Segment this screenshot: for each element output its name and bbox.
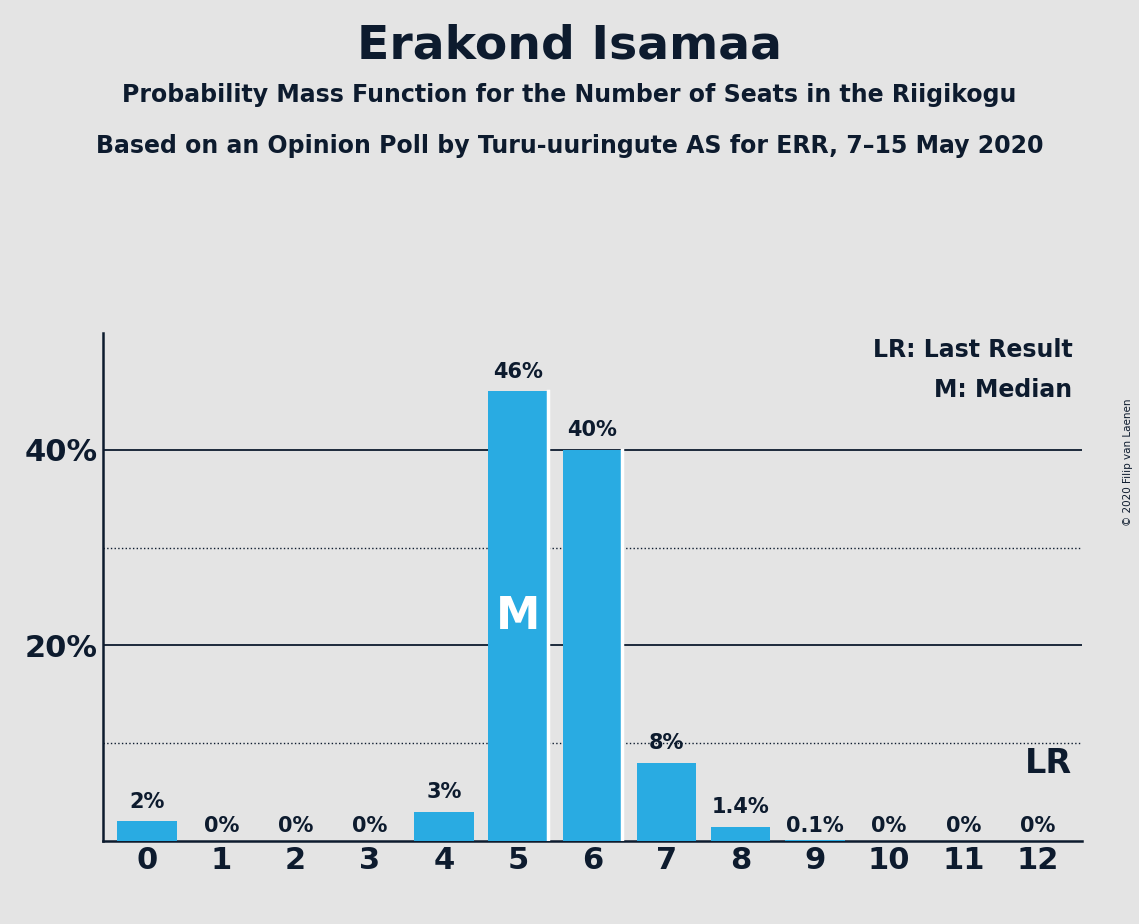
Bar bbox=[637, 762, 696, 841]
Text: 0.1%: 0.1% bbox=[786, 816, 844, 836]
Text: Probability Mass Function for the Number of Seats in the Riigikogu: Probability Mass Function for the Number… bbox=[122, 83, 1017, 107]
Text: LR: LR bbox=[1025, 747, 1072, 780]
Text: 2%: 2% bbox=[130, 792, 165, 811]
Bar bbox=[415, 811, 474, 841]
Text: M: M bbox=[495, 594, 540, 638]
Text: 0%: 0% bbox=[945, 816, 981, 836]
Text: Erakond Isamaa: Erakond Isamaa bbox=[357, 23, 782, 68]
Text: 1.4%: 1.4% bbox=[712, 797, 770, 818]
Text: Based on an Opinion Poll by Turu-uuringute AS for ERR, 7–15 May 2020: Based on an Opinion Poll by Turu-uuringu… bbox=[96, 134, 1043, 158]
Bar bbox=[117, 821, 177, 841]
Bar bbox=[489, 391, 548, 841]
Text: 0%: 0% bbox=[204, 816, 239, 836]
Bar bbox=[563, 450, 622, 841]
Text: 40%: 40% bbox=[567, 420, 617, 440]
Text: 3%: 3% bbox=[426, 782, 461, 802]
Text: © 2020 Filip van Laenen: © 2020 Filip van Laenen bbox=[1123, 398, 1133, 526]
Text: 0%: 0% bbox=[278, 816, 313, 836]
Text: 0%: 0% bbox=[871, 816, 907, 836]
Text: 46%: 46% bbox=[493, 361, 543, 382]
Text: 8%: 8% bbox=[649, 733, 685, 753]
Text: 0%: 0% bbox=[1019, 816, 1055, 836]
Bar bbox=[711, 827, 770, 841]
Bar bbox=[785, 840, 845, 841]
Text: LR: Last Result: LR: Last Result bbox=[872, 337, 1072, 361]
Text: M: Median: M: Median bbox=[934, 379, 1072, 402]
Text: 0%: 0% bbox=[352, 816, 387, 836]
